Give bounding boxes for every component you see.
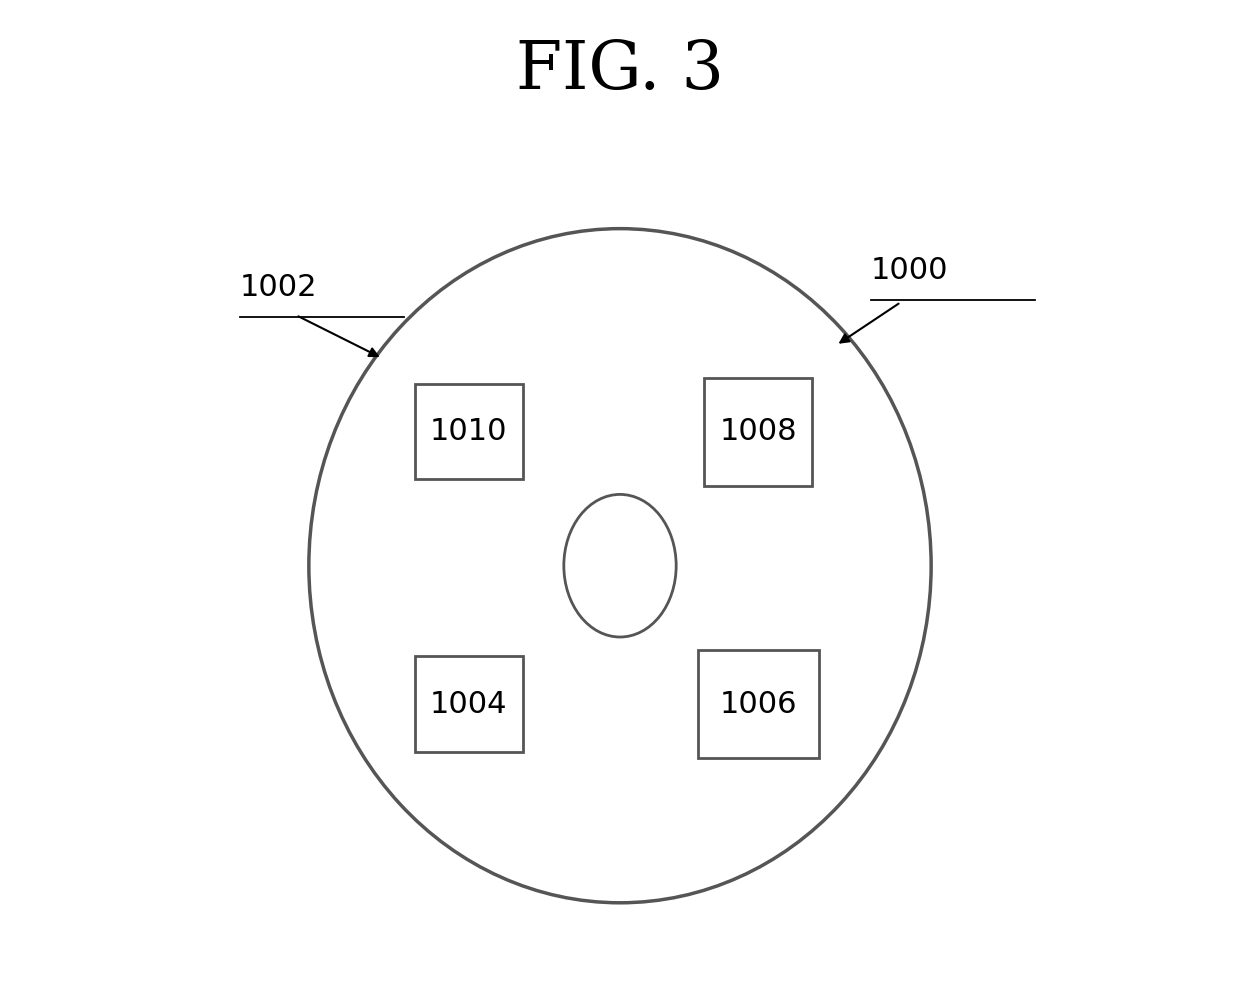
Text: 1002: 1002 xyxy=(239,273,317,303)
Bar xyxy=(698,650,818,758)
Text: 1004: 1004 xyxy=(430,689,507,719)
Bar xyxy=(704,378,812,485)
Text: FIG. 3: FIG. 3 xyxy=(516,38,724,103)
Bar xyxy=(414,384,523,479)
Bar xyxy=(414,656,523,752)
Ellipse shape xyxy=(564,494,676,637)
Ellipse shape xyxy=(309,229,931,902)
Text: 1010: 1010 xyxy=(430,417,507,446)
Text: 1008: 1008 xyxy=(719,417,797,446)
Text: 1000: 1000 xyxy=(870,256,949,284)
Text: 1006: 1006 xyxy=(719,689,797,719)
